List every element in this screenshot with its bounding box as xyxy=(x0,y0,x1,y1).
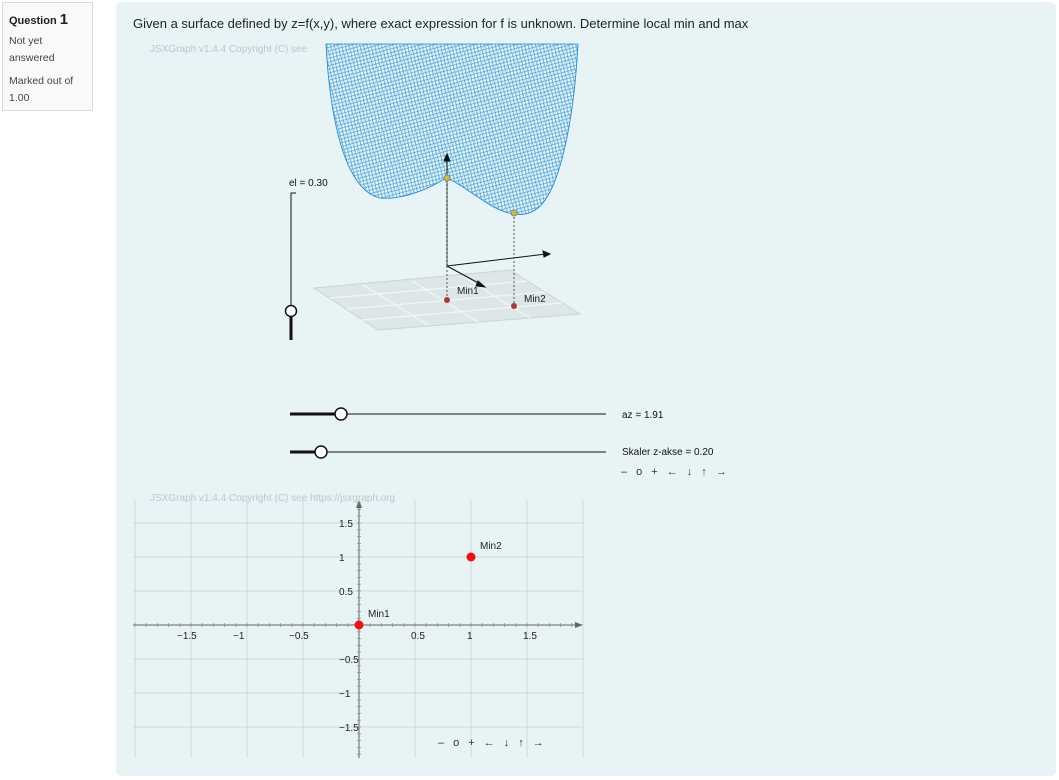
zoom-reset-button-2d[interactable]: o xyxy=(453,737,460,749)
point-min2[interactable] xyxy=(466,552,476,562)
zoom-out-button[interactable]: – xyxy=(621,466,628,478)
board2d-navigation: – o + ← ↓ ↑ → xyxy=(438,737,553,749)
y-tick-label: 1.5 xyxy=(339,519,353,530)
question-number: Question 1 xyxy=(9,11,86,28)
y-tick-label: 0.5 xyxy=(339,587,353,598)
point-label-min2: Min2 xyxy=(480,541,502,552)
plane-point-min1[interactable] xyxy=(444,297,450,303)
zoom-in-button[interactable]: + xyxy=(651,466,658,478)
board3d-navigation: – o + ← ↓ ↑ → xyxy=(621,466,736,478)
question-number-value: 1 xyxy=(59,11,69,28)
elevation-slider[interactable] xyxy=(284,192,298,340)
y-tick-label: 1 xyxy=(339,553,345,564)
pan-up-button[interactable]: ↑ xyxy=(701,466,707,478)
elevation-slider-handle[interactable] xyxy=(284,304,298,318)
question-info: Question 1 Not yet answered Marked out o… xyxy=(2,2,93,111)
z-scale-slider[interactable] xyxy=(290,445,606,459)
tick-labels-2d: −1.5 −1 −0.5 0.5 1 1.5 1.5 1 0.5 −0.5 −1 −1.5 xyxy=(177,519,537,734)
pan-down-button[interactable]: ↓ xyxy=(686,466,693,478)
pan-down-button-2d[interactable]: ↓ xyxy=(503,737,510,749)
point-min1[interactable] xyxy=(354,620,364,630)
question-label: Question xyxy=(9,15,57,27)
x-tick-label: −0.5 xyxy=(289,631,309,642)
question-state: Not yet answered xyxy=(9,35,55,64)
surface-point-min1[interactable] xyxy=(443,174,451,182)
x-tick-label: −1.5 xyxy=(177,631,197,642)
z-scale-label: Skaler z-akse = 0.20 xyxy=(622,447,714,458)
board2d-copyright: JSXGraph v1.4.4 Copyright (C) see https:… xyxy=(150,493,396,504)
pan-right-button[interactable]: → xyxy=(715,466,727,478)
y-tick-label: −1 xyxy=(339,689,351,700)
y-tick-label: −0.5 xyxy=(339,655,359,666)
x-tick-label: 1.5 xyxy=(523,631,537,642)
x-tick-label: 1 xyxy=(467,631,473,642)
question-text: Given a surface defined by z=f(x,y), whe… xyxy=(133,16,749,31)
point-label-min1: Min1 xyxy=(368,609,390,620)
azimuth-slider-handle[interactable] xyxy=(334,407,348,421)
zoom-in-button-2d[interactable]: + xyxy=(468,737,475,749)
elevation-label: el = 0.30 xyxy=(289,178,328,189)
question-content xyxy=(116,2,1056,776)
points-2d: Min1 Min2 xyxy=(354,541,502,630)
label-min2-3d: Min2 xyxy=(524,294,546,305)
plane-point-min2[interactable] xyxy=(511,303,517,309)
surface-point-min2[interactable] xyxy=(510,209,518,217)
zoom-out-button-2d[interactable]: – xyxy=(438,737,445,749)
label-min1-3d: Min1 xyxy=(457,286,479,297)
x-tick-label: 0.5 xyxy=(411,631,425,642)
y-tick-label: −1.5 xyxy=(339,723,359,734)
question-grade: Marked out of 1.00 xyxy=(9,75,74,104)
pan-left-button-2d[interactable]: ← xyxy=(483,737,495,749)
pan-up-button-2d[interactable]: ↑ xyxy=(518,737,524,749)
pan-right-button-2d[interactable]: → xyxy=(532,737,544,749)
z-scale-slider-handle[interactable] xyxy=(314,445,328,459)
x-tick-label: −1 xyxy=(233,631,245,642)
surface-3d-board[interactable]: Min1 Min2 el = 0.30 az = 1.91 Skaler z-a… xyxy=(0,0,1059,500)
board3d-copyright: JSXGraph v1.4.4 Copyright (C) see xyxy=(150,44,308,55)
azimuth-slider[interactable] xyxy=(290,407,606,421)
azimuth-label: az = 1.91 xyxy=(622,410,664,421)
zoom-reset-button[interactable]: o xyxy=(636,466,643,478)
pan-left-button[interactable]: ← xyxy=(666,466,678,478)
